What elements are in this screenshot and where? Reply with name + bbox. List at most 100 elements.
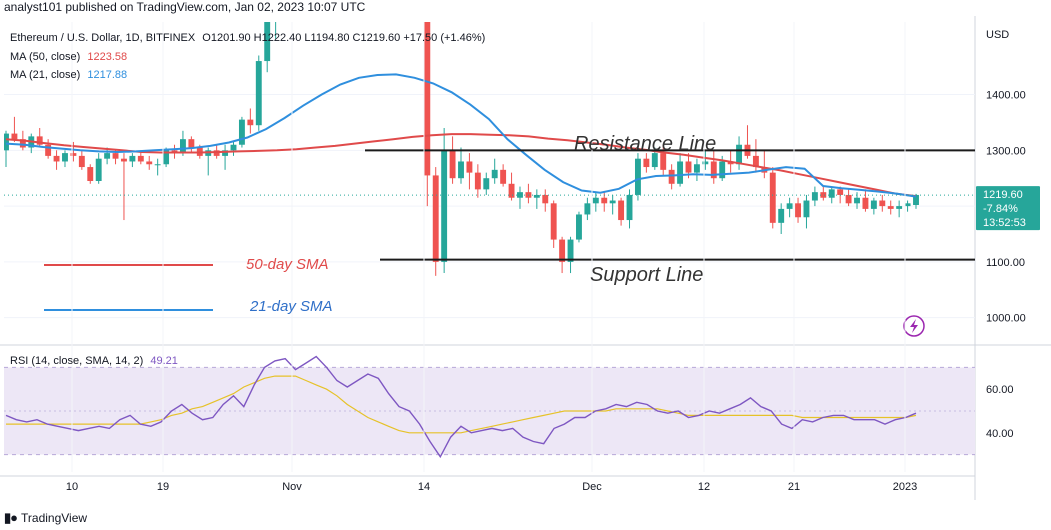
candle-body	[618, 200, 625, 221]
candle-body	[11, 133, 18, 140]
candle-body	[601, 197, 608, 204]
price-tick-label: 1300.00	[986, 145, 1026, 157]
candle-body	[870, 200, 877, 209]
time-tick-label: 21	[788, 481, 800, 493]
candle-body	[238, 119, 245, 145]
candle-body	[862, 197, 869, 209]
candle-body	[62, 153, 68, 162]
candle-body	[273, 0, 279, 14]
candle-body	[466, 161, 473, 173]
candle-body	[845, 194, 852, 204]
candle-body	[87, 167, 94, 181]
last-price-value: 1219.60	[983, 189, 1023, 201]
candle-body	[247, 119, 254, 126]
price-tick-label: 1000.00	[986, 313, 1026, 325]
rsi-tick-label: 40.00	[986, 428, 1014, 440]
tradingview-logo[interactable]: ▮● TradingView	[4, 510, 88, 526]
candle-body	[508, 183, 515, 198]
legend-symbol-row: Ethereum / U.S. Dollar, 1D, BITFINEX O12…	[10, 32, 485, 45]
tradingview-logo-icon: ▮●	[4, 510, 18, 525]
candle-body	[230, 144, 237, 151]
candle-body	[255, 61, 262, 126]
candle-body	[795, 203, 801, 218]
candle-body	[357, 0, 363, 2]
candle-body	[685, 161, 692, 173]
candle-body	[803, 200, 810, 218]
support-annotation: Support Line	[590, 264, 704, 286]
candle-body	[592, 197, 599, 204]
candle-body	[896, 206, 903, 209]
candle-body	[887, 206, 894, 209]
legend-ma21-value: 1217.88	[87, 69, 128, 81]
candle-body	[154, 164, 161, 166]
legend-ohlc: O1201.90 H1222.40 L1194.80 C1219.60 +17.…	[202, 32, 486, 44]
tradingview-logo-text: TradingView	[21, 511, 88, 525]
candle-body	[432, 175, 439, 262]
legend-ma50-label: MA (50, close)	[10, 51, 81, 63]
candle-body	[416, 0, 422, 14]
sma21-annotation: 21-day SMA	[250, 298, 333, 315]
candle-body	[879, 200, 886, 207]
candle-body	[811, 192, 818, 201]
last-price-box	[976, 186, 1040, 231]
candle-body	[634, 158, 641, 195]
resistance-annotation: Resistance Line	[574, 133, 717, 155]
candle-body	[651, 153, 658, 168]
candle-body	[828, 189, 835, 198]
candle-body	[500, 169, 507, 184]
legend-rsi-label: RSI (14, close, SMA, 14, 2)	[10, 355, 144, 367]
candle-body	[660, 153, 667, 170]
legend-ma21-row: MA (21, close) 1217.88	[10, 69, 127, 82]
candle-body	[53, 155, 60, 162]
legend-ma50-row: MA (50, close) 1223.58	[10, 51, 127, 64]
ma21-line	[5, 73, 917, 198]
candle-body	[45, 144, 52, 156]
candle-body	[820, 192, 827, 198]
candle-body	[643, 158, 650, 168]
candle-body	[222, 150, 229, 156]
candle-body	[36, 136, 43, 145]
candle-body	[854, 197, 860, 204]
candle-body	[449, 150, 456, 179]
candle-body	[702, 161, 709, 165]
candle-body	[677, 161, 684, 184]
candle-body	[19, 139, 26, 148]
candle-body	[179, 139, 186, 154]
candle-body	[458, 161, 464, 179]
bolt-icon-glyph	[910, 319, 918, 333]
candle-body	[559, 239, 566, 262]
candle-body	[609, 200, 616, 204]
candle-body	[70, 153, 77, 156]
candle-body	[264, 22, 271, 62]
candle-body	[576, 214, 582, 240]
candle-body	[786, 203, 793, 209]
candle-body	[95, 158, 102, 181]
publisher-header: analyst101 published on TradingView.com,…	[0, 0, 1051, 16]
candle-body	[4, 133, 9, 151]
candle-countdown: 13:52:53	[983, 217, 1026, 229]
sma50-annotation: 50-day SMA	[246, 256, 329, 273]
ma50-line	[5, 133, 917, 198]
candle-body	[542, 194, 549, 204]
candle-body	[693, 164, 700, 173]
candle-body	[121, 158, 127, 162]
candle-body	[668, 169, 675, 184]
candle-body	[112, 153, 119, 159]
candle-body	[483, 178, 490, 190]
rsi-sma-line	[6, 375, 917, 434]
candle-body	[904, 203, 911, 207]
candle-body	[584, 203, 591, 215]
candle-body	[736, 144, 743, 165]
candle-body	[129, 155, 136, 162]
currency-label: USD	[986, 29, 1009, 41]
candle-body	[769, 172, 776, 223]
candle-body	[626, 194, 633, 221]
candle-body	[213, 150, 220, 156]
candles-group	[4, 0, 919, 276]
candle-body	[567, 239, 574, 262]
publisher-text: analyst101 published on TradingView.com,…	[4, 0, 366, 14]
candle-body	[104, 153, 111, 159]
candle-body	[550, 203, 557, 240]
candle-body	[424, 22, 431, 176]
